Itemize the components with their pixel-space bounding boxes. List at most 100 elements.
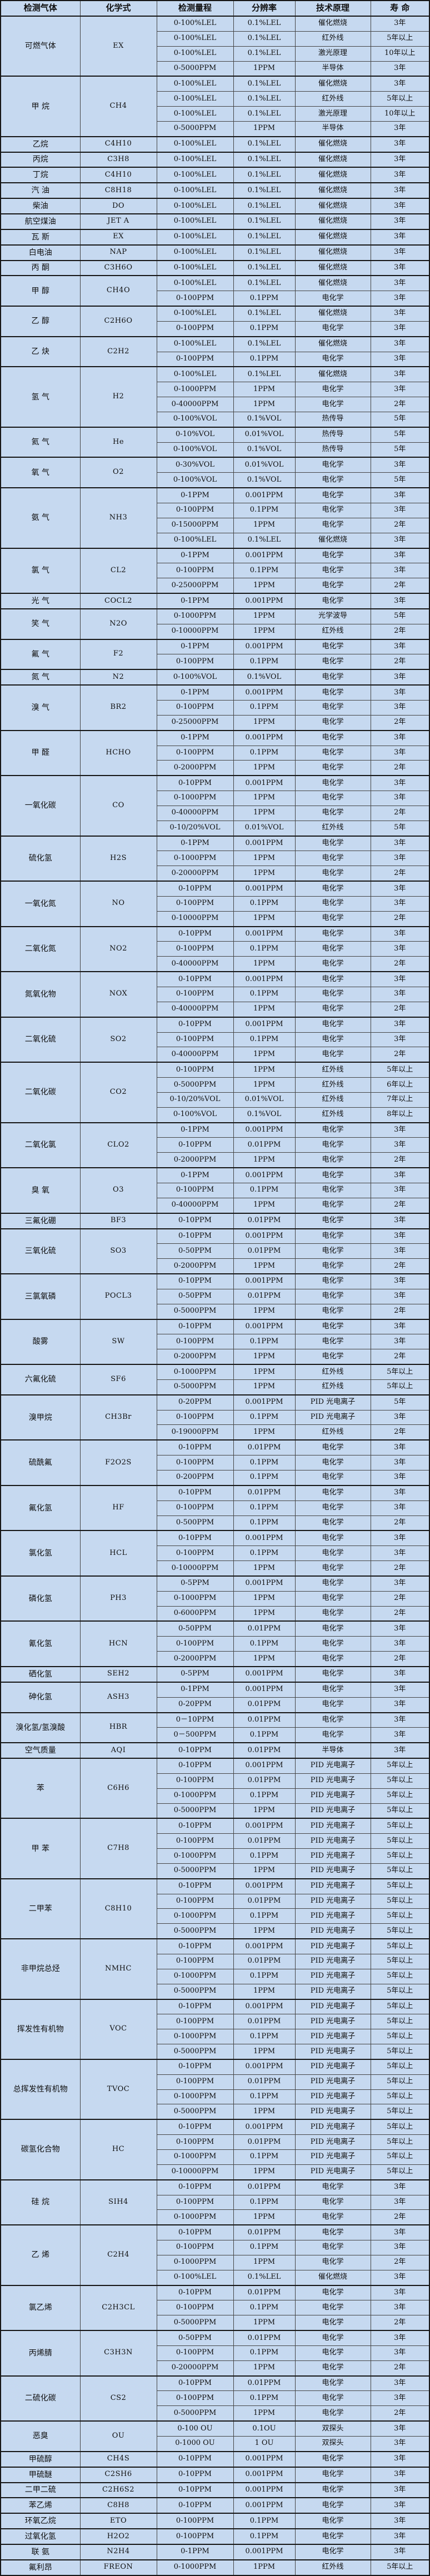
resolution-cell: 1PPM [233, 121, 296, 137]
principle-cell: 红外线 [294, 31, 371, 47]
table-row: 溴甲烷 CH3Br 0-20PPM 0.001PPM PID 光电离子 5年 [0, 1394, 430, 1440]
range-cell: 0-1PPM [156, 729, 234, 746]
range-cell: 0-5000PPM [156, 2405, 234, 2422]
range-cell: 0-100PPM [156, 321, 234, 337]
lifespan-cell: 3年 [370, 1439, 430, 1456]
formula-cell: F2 [79, 638, 157, 670]
gas-name-cell: 一氧化碳 [0, 775, 81, 837]
lifespan-cell: 5年以上 [370, 1908, 430, 1924]
principle-cell: 电化学 [294, 866, 371, 882]
formula-cell: C2H2 [79, 336, 157, 367]
table-row: 0-200PPM 0.1PPM 电化学 3年 [1, 1469, 430, 1486]
resolution-cell: 1PPM [233, 2044, 296, 2060]
range-cell: 0-100%LEL [156, 244, 234, 261]
formula-cell: TVOC [79, 2058, 157, 2120]
principle-cell: 电化学 [294, 1575, 371, 1592]
gas-name-cell: 丁烷 [0, 167, 81, 183]
lifespan-cell: 3年 [370, 638, 430, 655]
formula-cell: EX [79, 228, 157, 246]
principle-cell: 红外线 [294, 623, 371, 640]
lifespan-cell: 5年以上 [370, 1893, 430, 1909]
resolution-cell: 0.1PPM [233, 699, 296, 716]
lifespan-cell: 3年 [370, 457, 430, 473]
formula-cell: C2H4 [79, 2224, 157, 2286]
resolution-cell: 0.001PPM [233, 593, 296, 609]
range-cell: 0-100PPM [156, 1833, 234, 1849]
principle-cell: 电化学 [294, 745, 371, 761]
resolution-cell: 1PPM [233, 1062, 296, 1078]
resolution-cell: 1PPM [233, 1605, 296, 1622]
range-cell: 0-10PPM [156, 1137, 234, 1153]
principle-cell: 电化学 [294, 593, 371, 609]
range-cell: 0-1PPM [156, 2543, 234, 2560]
table-row: 乙 烯 C2H4 0-10PPM 0.01PPM 电化学 3年 [0, 2224, 430, 2286]
range-cell: 0-100PPM [156, 987, 234, 1002]
gas-name-cell: 氰化氢 [0, 1620, 81, 1667]
formula-cell: NO2 [79, 926, 157, 972]
principle-cell: 催化燃烧 [294, 532, 371, 549]
lifespan-cell: 6年以上 [370, 1077, 430, 1093]
formula-cell: AQI [79, 1742, 157, 1759]
range-cell: 0-1000PPM [156, 1908, 234, 1924]
range-cell: 0-10PPM [156, 1938, 234, 1955]
range-cell: 0-1000PPM [156, 1590, 234, 1607]
lifespan-cell: 2年 [370, 805, 430, 821]
gas-name-cell: 笑 气 [0, 608, 81, 640]
table-row: 0-10/20%VOL 0.01%VOL 红外线 5年 [1, 820, 430, 837]
resolution-cell: 0.01PPM [233, 1893, 296, 1909]
range-cell: 0-100PPM [156, 563, 234, 579]
resolution-cell: 0.001PPM [233, 2466, 296, 2483]
principle-cell: 电化学 [294, 1016, 371, 1033]
formula-cell: NO [79, 881, 157, 927]
lifespan-cell: 3年 [370, 1212, 430, 1229]
table-row: 0-5000PPM 1PPM PID 光电离子 5年以上 [1, 2044, 430, 2060]
principle-cell: PID 光电离子 [294, 1394, 371, 1410]
resolution-cell: 0.01PPM [233, 2134, 296, 2150]
principle-cell: 电化学 [294, 2194, 371, 2210]
lifespan-cell: 2年 [370, 578, 430, 594]
lifespan-cell: 3年 [370, 1318, 430, 1335]
lifespan-cell: 5年以上 [370, 2074, 430, 2090]
resolution-cell: 1PPM [233, 1560, 296, 1577]
resolution-cell: 0.1PPM [233, 987, 296, 1002]
resolution-cell: 1PPM [233, 1424, 296, 1440]
resolution-cell: 0.01PPM [233, 2224, 296, 2241]
table-row: 0-50PPM 0.01PPM 电化学 3年 [1, 1243, 430, 1259]
lifespan-cell: 3年 [370, 987, 430, 1002]
table-row: 0-100PPM 0.01PPM PID 光电离子 5年以上 [1, 1833, 430, 1849]
range-cell: 0-2000PPM [156, 1349, 234, 1365]
table-row: 0-100%VOL 0.1%VOL 红外线 8年以上 [1, 1107, 430, 1123]
principle-cell: 红外线 [294, 1092, 371, 1108]
resolution-cell: 1PPM [233, 61, 296, 77]
principle-cell: 电化学 [294, 1349, 371, 1365]
lifespan-cell: 3年 [370, 291, 430, 307]
range-cell: 0-100%LEL [156, 2269, 234, 2286]
lifespan-cell: 3年 [370, 1530, 430, 1547]
range-cell: 0-100PPM [156, 2390, 234, 2407]
lifespan-cell: 5年以上 [370, 1954, 430, 1969]
range-cell: 0-1000PPM [156, 1788, 234, 1804]
gas-name-cell: 柴油 [0, 198, 81, 214]
gas-name-cell: 氟 气 [0, 638, 81, 670]
lifespan-cell: 3年 [370, 2497, 430, 2514]
principle-cell: 激光原理 [294, 106, 371, 122]
range-cell: 0-100PPM [156, 291, 234, 307]
gas-name-cell: 二甲二硫 [0, 2482, 81, 2498]
lifespan-cell: 3年 [370, 1455, 430, 1470]
table-row: 0-100%VOL 0.1%VOL 电化学 5年 [1, 472, 430, 488]
resolution-cell: 1PPM [233, 1590, 296, 1607]
lifespan-cell: 3年 [370, 2435, 430, 2452]
principle-cell: 电化学 [294, 1303, 371, 1320]
range-cell: 0-10000PPM [156, 2164, 234, 2180]
principle-cell: 红外线 [294, 1424, 371, 1440]
principle-cell: 红外线 [294, 820, 371, 837]
gas-name-cell: 酸雾 [0, 1318, 81, 1365]
range-cell: 0-1PPM [156, 835, 234, 852]
resolution-cell: 0.1%LEL [233, 106, 296, 122]
lifespan-cell: 2年 [370, 1152, 430, 1168]
formula-cell: ETO [79, 2513, 157, 2529]
lifespan-cell: 3年 [370, 547, 430, 564]
range-cell: 0-2000PPM [156, 760, 234, 776]
table-row: 0-5000PPM 1PPM 电化学 2年 [1, 2315, 430, 2331]
formula-cell: N2H4 [79, 2543, 157, 2560]
